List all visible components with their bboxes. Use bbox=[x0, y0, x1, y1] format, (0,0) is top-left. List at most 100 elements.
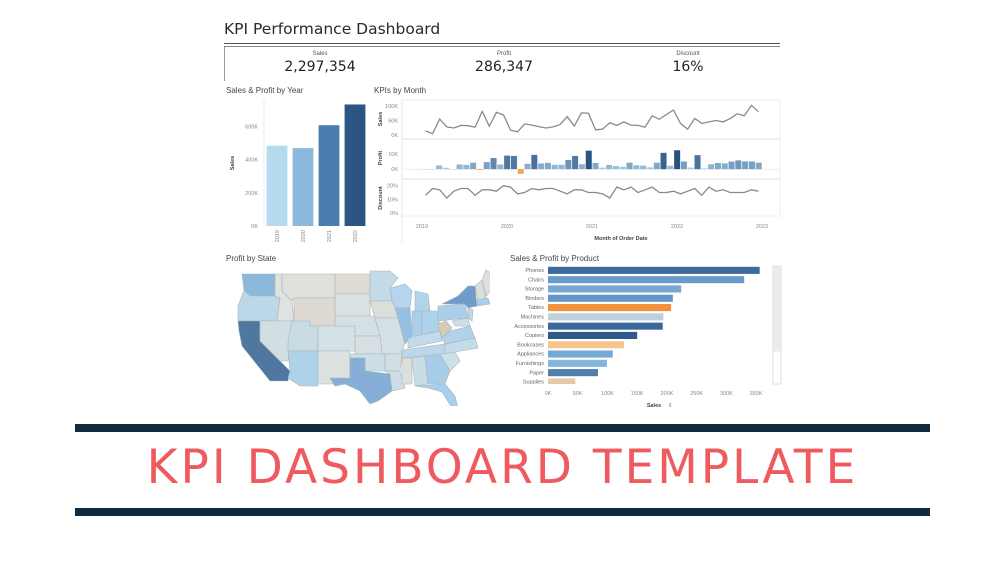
title-divider-secondary bbox=[224, 46, 780, 47]
x-tick-label: 2022 bbox=[671, 224, 683, 230]
state-ms[interactable] bbox=[401, 357, 413, 385]
product-label: Chairs bbox=[528, 277, 544, 283]
profit-bar bbox=[497, 164, 504, 170]
profit-bar bbox=[436, 165, 443, 170]
month-chart-title: KPIs by Month bbox=[374, 86, 427, 95]
state-mi[interactable] bbox=[414, 290, 431, 312]
sort-icon: ⇩ bbox=[668, 402, 673, 409]
product-bar bbox=[548, 294, 673, 302]
product-label: Accessories bbox=[514, 324, 544, 330]
product-bar bbox=[548, 266, 760, 274]
profit-bar bbox=[674, 150, 681, 170]
profit-bar bbox=[748, 161, 755, 170]
banner-title: KPI DASHBOARD TEMPLATE bbox=[146, 440, 859, 495]
profit-bar bbox=[612, 166, 619, 170]
product-label: Phones bbox=[525, 268, 544, 274]
state-md[interactable] bbox=[451, 317, 471, 327]
state-vt-nh[interactable] bbox=[474, 279, 487, 301]
kpi-label: Sales bbox=[312, 51, 328, 57]
kpi-value: 16% bbox=[672, 59, 704, 75]
x-tick-label: 350K bbox=[750, 391, 763, 397]
profit-bar bbox=[558, 164, 565, 170]
state-pa[interactable] bbox=[437, 303, 469, 322]
state-ma[interactable] bbox=[476, 297, 490, 307]
profit-bar bbox=[578, 164, 585, 170]
profit-bar bbox=[714, 163, 721, 170]
profit-bar bbox=[646, 167, 653, 170]
profit-bar bbox=[504, 155, 511, 170]
state-me[interactable] bbox=[481, 269, 490, 297]
profit-bar bbox=[422, 169, 429, 170]
product-bar bbox=[548, 313, 664, 321]
state-fl[interactable] bbox=[414, 383, 458, 406]
state-ar[interactable] bbox=[384, 353, 403, 372]
state-ky[interactable] bbox=[407, 330, 443, 349]
x-tick-label: 2019 bbox=[275, 230, 281, 242]
product-label: Furnishings bbox=[516, 361, 545, 367]
profit-bar bbox=[735, 160, 742, 170]
product-chart-title: Sales & Profit by Product bbox=[510, 254, 599, 263]
state-nd[interactable] bbox=[334, 273, 371, 295]
state-wv[interactable] bbox=[437, 320, 453, 339]
profit-bar bbox=[544, 162, 551, 170]
us-state-map[interactable] bbox=[230, 266, 490, 406]
state-la[interactable] bbox=[383, 370, 406, 392]
x-tick-label: 150K bbox=[631, 391, 644, 397]
profit-bar bbox=[640, 165, 647, 170]
product-bar bbox=[548, 350, 613, 358]
profit-bar bbox=[742, 161, 749, 170]
product-label: Copiers bbox=[525, 333, 544, 339]
profit-bar bbox=[653, 162, 660, 170]
state-co[interactable] bbox=[317, 325, 356, 352]
kpi-value: 2,297,354 bbox=[284, 59, 356, 75]
profit-bar bbox=[456, 164, 463, 170]
product-label: Supplies bbox=[523, 380, 544, 386]
year-chart-title: Sales & Profit by Year bbox=[226, 86, 304, 95]
profit-bar bbox=[701, 168, 708, 170]
x-tick-label: 2020 bbox=[501, 224, 513, 230]
profit-bar bbox=[572, 155, 579, 170]
profit-bar bbox=[538, 163, 545, 170]
product-bar bbox=[548, 341, 625, 349]
state-nv[interactable] bbox=[259, 320, 293, 362]
state-ga[interactable] bbox=[424, 353, 451, 385]
state-sd[interactable] bbox=[334, 293, 371, 317]
y-tick-label: 200K bbox=[245, 191, 258, 197]
kpi-summary: Sales 2,297,354 Profit 286,347 Discount … bbox=[224, 47, 781, 81]
year-bar bbox=[292, 148, 314, 226]
x-tick-label: 200K bbox=[660, 391, 673, 397]
state-va[interactable] bbox=[441, 325, 476, 345]
state-oh[interactable] bbox=[421, 310, 441, 335]
x-tick-label: 2020 bbox=[301, 230, 307, 242]
x-tick-label: 250K bbox=[690, 391, 703, 397]
profit-bar bbox=[517, 169, 524, 174]
profit-bar bbox=[708, 164, 715, 170]
profit-bar bbox=[429, 169, 436, 170]
product-label: Machines bbox=[520, 315, 544, 321]
state-az[interactable] bbox=[287, 350, 319, 387]
kpi-label: Discount bbox=[676, 51, 700, 57]
profit-bar bbox=[755, 162, 762, 170]
state-mt[interactable] bbox=[281, 273, 336, 302]
kpi-profit: Profit 286,347 bbox=[429, 47, 579, 75]
profit-bar bbox=[510, 155, 517, 170]
banner-bottom-line bbox=[75, 508, 930, 516]
product-bar bbox=[548, 369, 598, 377]
panel-y-tick: 0K bbox=[391, 167, 398, 173]
state-ks[interactable] bbox=[354, 335, 383, 355]
year-bar-chart: 0K 200K 400K 600K Sales 2019 2020 2021 2022 bbox=[230, 100, 366, 242]
product-bar bbox=[548, 331, 638, 339]
state-ny[interactable] bbox=[441, 285, 478, 309]
product-label: Paper bbox=[529, 370, 544, 376]
profit-bar bbox=[483, 162, 490, 170]
scrollbar-thumb[interactable] bbox=[773, 266, 781, 352]
state-wi[interactable] bbox=[389, 283, 413, 309]
state-nj[interactable] bbox=[467, 307, 474, 322]
discount-line bbox=[425, 185, 759, 199]
profit-bar bbox=[606, 165, 613, 170]
panel-y-label: Profit bbox=[378, 151, 384, 166]
state-tx[interactable] bbox=[329, 357, 393, 405]
profit-bar bbox=[728, 161, 735, 170]
state-in[interactable] bbox=[411, 310, 423, 337]
x-tick-label: 50K bbox=[573, 391, 583, 397]
